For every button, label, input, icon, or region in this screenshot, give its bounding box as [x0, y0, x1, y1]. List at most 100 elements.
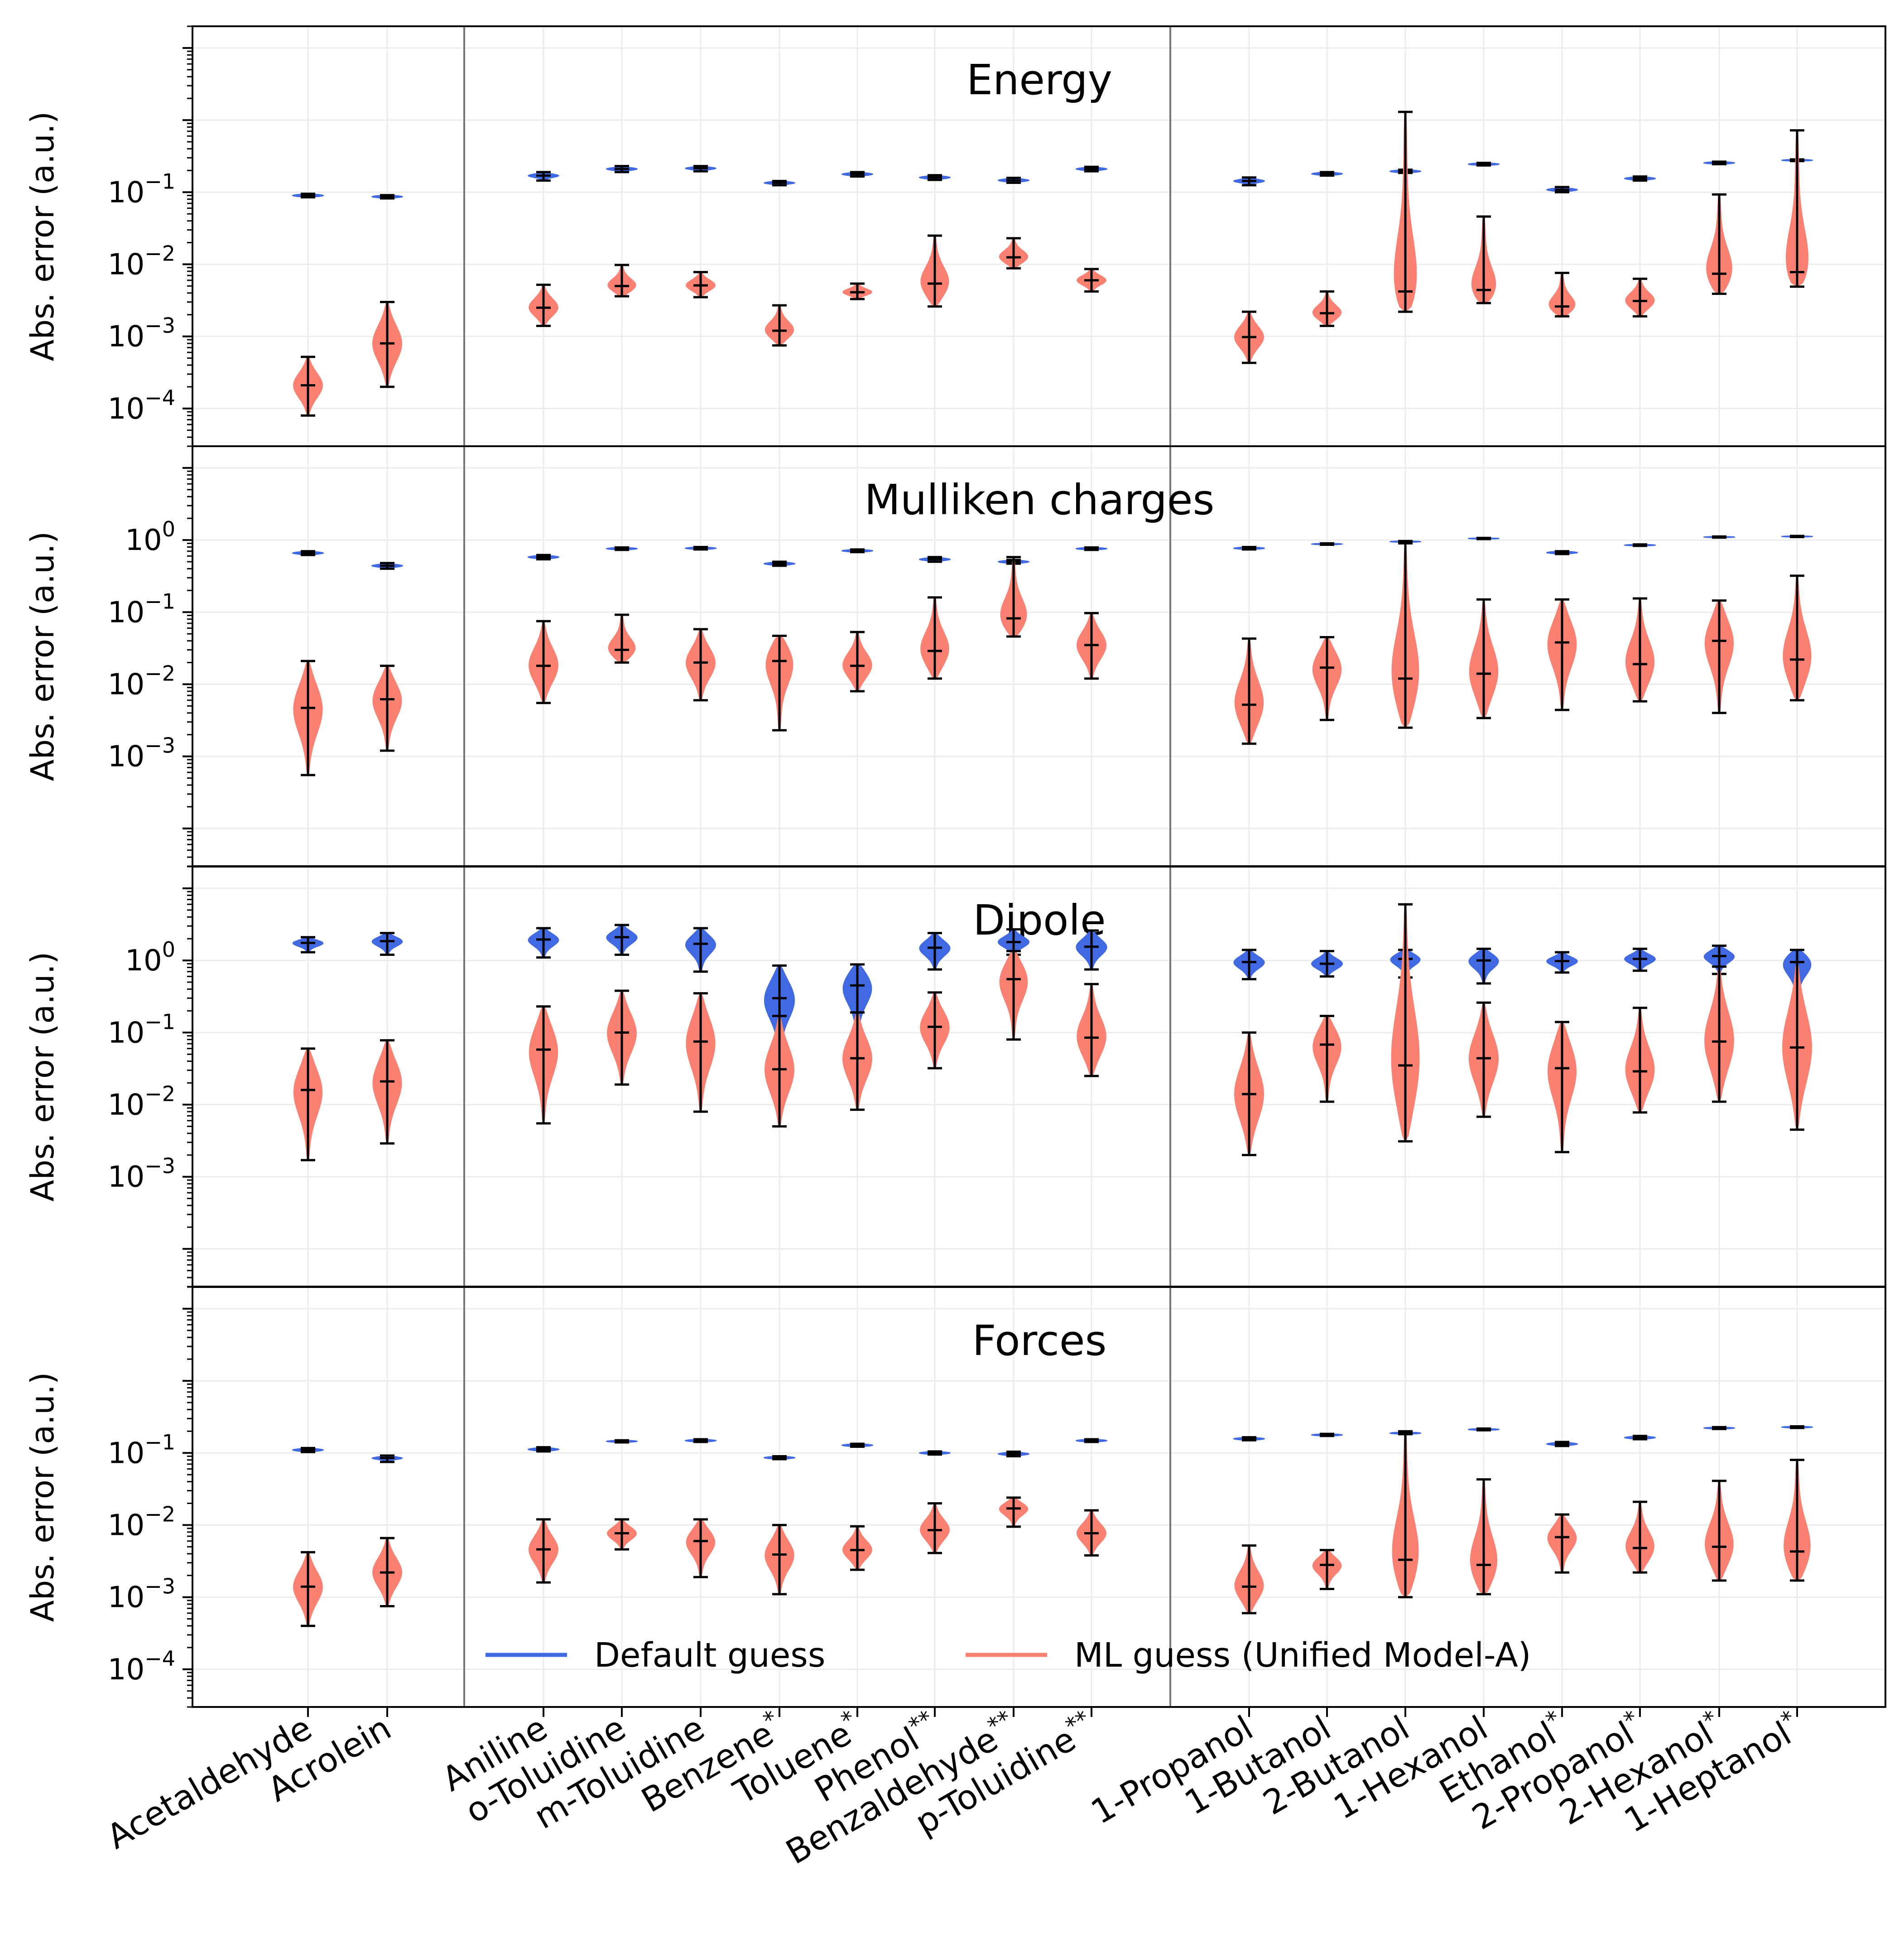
- y-tick-exponent: −2: [144, 1081, 175, 1106]
- default-violin-Acrolein: [371, 562, 404, 570]
- ml-violin-Ethanol: [1547, 598, 1577, 712]
- legend-label-2: ML guess (Unified Model-A): [1074, 1636, 1531, 1675]
- y-tick-exponent: −1: [144, 1430, 175, 1454]
- y-tick-base: 10: [125, 944, 162, 978]
- ml-violin-2-Hexanol: [1706, 193, 1732, 295]
- ml-violin-m-Toluidine: [685, 628, 716, 702]
- default-violin-2-Propanol: [1624, 1435, 1656, 1441]
- default-violin-Acetaldehyde: [292, 936, 324, 954]
- panel-title: Forces: [972, 1316, 1107, 1365]
- y-tick-label: 100: [125, 517, 175, 557]
- y-tick-base: 10: [108, 740, 144, 774]
- ml-violin-Benzaldehyde: [1000, 555, 1027, 638]
- default-violin-1-Propanol: [1233, 176, 1265, 187]
- default-violin-Ethanol: [1546, 550, 1578, 555]
- ml-violin-2-Butanol: [1392, 1430, 1419, 1599]
- y-tick-exponent: −2: [144, 1502, 175, 1526]
- default-violin-1-Hexanol: [1468, 536, 1500, 540]
- ml-violin-Acetaldehyde: [293, 356, 323, 417]
- y-tick-exponent: −1: [144, 169, 175, 193]
- default-violin-2-Hexanol: [1703, 1426, 1736, 1430]
- y-tick-label: 100: [125, 937, 175, 978]
- ml-violin-p-Toluidine: [1077, 983, 1106, 1077]
- ml-violin-1-Butanol: [1312, 636, 1342, 721]
- default-violin-Benzene: [764, 1455, 795, 1461]
- ml-violin-2-Hexanol: [1704, 599, 1734, 715]
- y-tick-base: 10: [108, 320, 144, 354]
- default-violin-Phenol: [919, 932, 951, 971]
- default-violin-Ethanol: [1546, 1441, 1578, 1447]
- ml-violin-Acetaldehyde: [293, 660, 323, 777]
- ml-violin-2-Hexanol: [1704, 965, 1734, 1103]
- default-violin-Acetaldehyde: [292, 550, 324, 556]
- ml-violin-Ethanol: [1548, 271, 1576, 318]
- ml-violin-Phenol: [920, 234, 949, 308]
- ml-violin-Benzene: [765, 634, 793, 732]
- ml-violin-1-Heptanol: [1782, 960, 1813, 1132]
- default-violin-2-Hexanol: [1703, 160, 1735, 165]
- default-violin-m-Toluidine: [685, 927, 716, 973]
- y-tick-exponent: −2: [144, 241, 175, 265]
- default-violin-Aniline: [528, 554, 559, 561]
- default-violin-1-Butanol: [1311, 171, 1343, 177]
- y-tick-base: 10: [108, 1088, 144, 1122]
- default-violin-Phenol: [918, 174, 951, 181]
- ml-violin-Acrolein: [372, 1537, 403, 1607]
- y-tick-exponent: −3: [144, 1154, 175, 1178]
- ml-violin-o-Toluidine: [608, 613, 636, 664]
- default-violin-1-Butanol: [1311, 1432, 1343, 1437]
- y-axis-label: Abs. error (a.u.): [24, 111, 61, 361]
- default-violin-p-Toluidine: [1076, 929, 1107, 971]
- ml-violin-1-Propanol: [1234, 1544, 1264, 1615]
- ml-violin-1-Hexanol: [1469, 598, 1499, 719]
- y-tick-exponent: −1: [144, 1009, 175, 1034]
- default-violin-Acetaldehyde: [292, 1446, 324, 1453]
- default-violin-m-Toluidine: [685, 165, 716, 173]
- panel-title: Dipole: [973, 896, 1106, 945]
- y-tick-label: 10−1: [108, 169, 175, 209]
- ml-violin-1-Hexanol: [1468, 1001, 1499, 1118]
- default-violin-Aniline: [528, 1446, 559, 1453]
- ml-violin-Phenol: [920, 991, 950, 1070]
- ml-violin-1-Heptanol: [1786, 129, 1808, 288]
- default-violin-1-Hexanol: [1468, 947, 1499, 985]
- ml-violin-Benzaldehyde: [999, 1496, 1029, 1528]
- default-violin-1-Hexanol: [1468, 1427, 1500, 1432]
- y-tick-exponent: 0: [162, 937, 175, 962]
- y-tick-base: 10: [108, 1509, 144, 1542]
- default-violin-2-Butanol: [1390, 540, 1421, 544]
- y-axis-label: Abs. error (a.u.): [24, 1372, 61, 1622]
- default-violin-Toluene: [841, 171, 873, 178]
- panel-title: Mulliken charges: [865, 476, 1215, 524]
- y-tick-base: 10: [108, 1016, 144, 1050]
- y-tick-label: 10−1: [108, 1430, 175, 1470]
- y-tick-label: 10−4: [108, 1646, 175, 1687]
- y-tick-exponent: −2: [144, 661, 175, 685]
- default-violin-1-Propanol: [1233, 1436, 1265, 1442]
- ml-violin-1-Propanol: [1234, 637, 1264, 745]
- ml-violin-Toluene: [842, 282, 872, 300]
- y-tick-base: 10: [108, 596, 144, 629]
- default-violin-1-Butanol: [1311, 542, 1343, 546]
- y-tick-label: 10−2: [108, 1502, 175, 1542]
- default-violin-Benzene: [764, 180, 795, 187]
- default-violin-1-Butanol: [1311, 950, 1343, 978]
- y-tick-label: 10−2: [108, 661, 175, 701]
- default-violin-1-Propanol: [1233, 949, 1265, 980]
- y-tick-base: 10: [108, 176, 144, 209]
- default-violin-Acetaldehyde: [292, 193, 324, 198]
- ml-violin-Aniline: [529, 1005, 558, 1125]
- default-violin-2-Propanol: [1624, 947, 1656, 972]
- default-violin-Phenol: [919, 1450, 951, 1456]
- y-tick-exponent: −4: [144, 386, 175, 410]
- ml-violin-Acrolein: [372, 665, 402, 752]
- default-violin-o-Toluidine: [606, 924, 638, 956]
- ml-violin-Benzene: [764, 304, 794, 347]
- default-violin-Acrolein: [371, 194, 403, 200]
- ml-violin-1-Hexanol: [1471, 215, 1496, 304]
- ml-violin-2-Butanol: [1394, 111, 1417, 313]
- ml-violin-Aniline: [529, 620, 558, 704]
